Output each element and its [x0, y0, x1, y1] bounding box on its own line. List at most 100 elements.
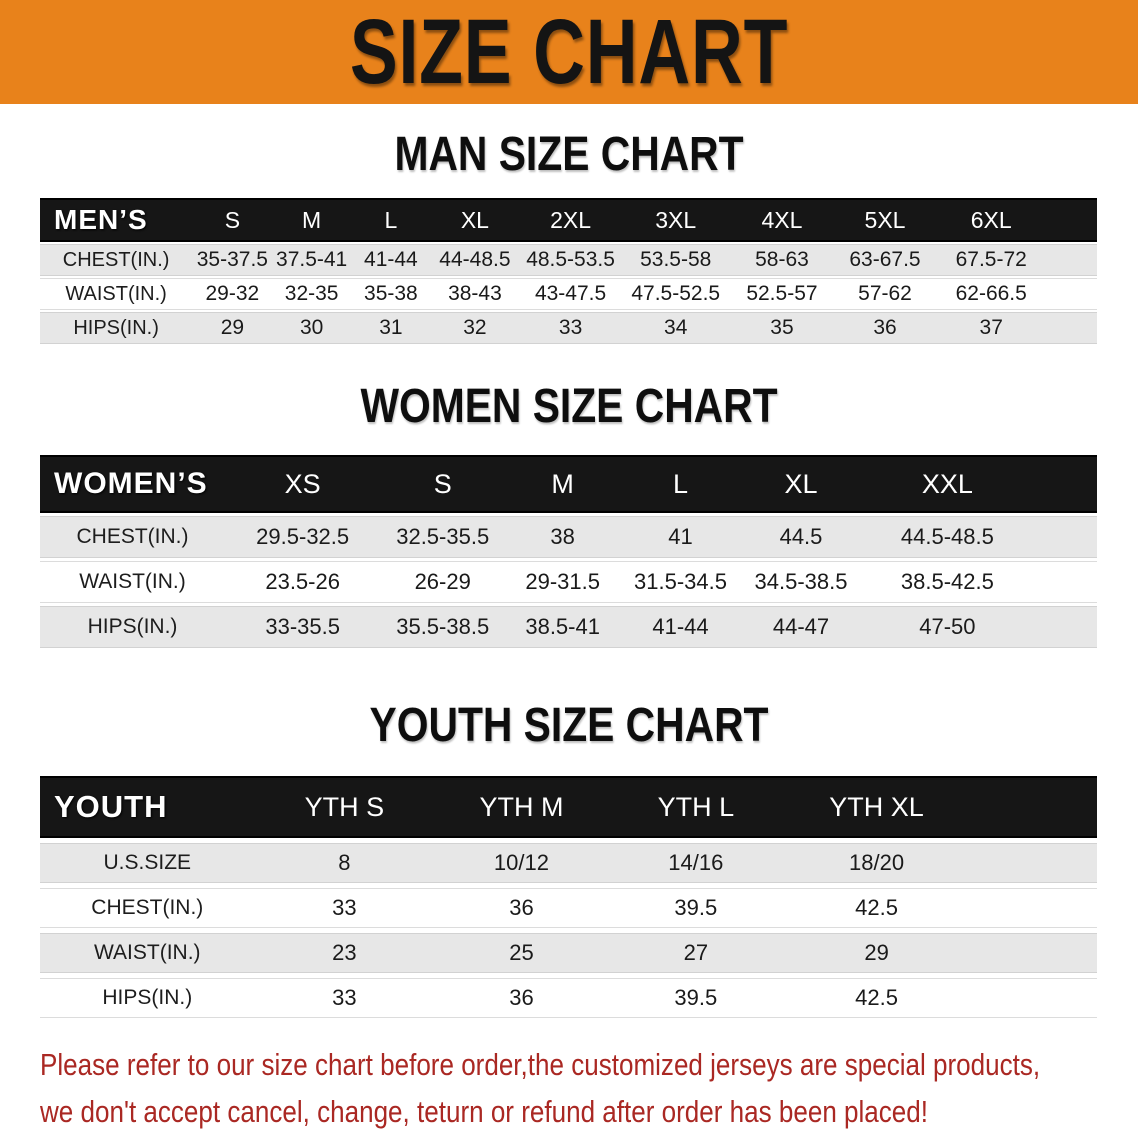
table-cell: 48.5-53.5: [518, 244, 623, 276]
table-cell: 43-47.5: [518, 278, 623, 310]
youth-header-row: YOUTH YTH S YTH M YTH L YTH XL: [40, 776, 1097, 838]
filler-cell: [1047, 244, 1097, 276]
table-cell: 32-35: [272, 278, 351, 310]
disclaimer-line-2: we don't accept cancel, change, teturn o…: [40, 1094, 929, 1129]
table-cell: 38.5-41: [505, 606, 621, 648]
table-cell: 41-44: [620, 606, 741, 648]
row-label: HIPS(IN.): [40, 606, 225, 648]
table-cell: 29-31.5: [505, 561, 621, 603]
table-cell: 30: [272, 312, 351, 344]
row-label: HIPS(IN.): [40, 978, 255, 1018]
table-cell: 29: [783, 933, 971, 973]
table-cell: 29: [192, 312, 273, 344]
row-label: HIPS(IN.): [40, 312, 193, 344]
table-cell: 26-29: [380, 561, 506, 603]
table-cell: 57-62: [834, 278, 936, 310]
row-label: U.S.SIZE: [40, 843, 255, 883]
table-row: U.S.SIZE 8 10/12 14/16 18/20: [40, 843, 1097, 883]
table-cell: 42.5: [783, 978, 971, 1018]
row-label: CHEST(IN.): [40, 516, 225, 558]
table-row: WAIST(IN.) 23.5-26 26-29 29-31.5 31.5-34…: [40, 561, 1097, 603]
women-table-corner-label: WOMEN’S: [40, 455, 225, 513]
row-label: CHEST(IN.): [40, 244, 193, 276]
column-header: M: [505, 455, 621, 513]
table-cell: 37.5-41: [272, 244, 351, 276]
table-cell: 44.5: [740, 516, 862, 558]
column-header: XL: [431, 198, 519, 242]
table-cell: 34.5-38.5: [740, 561, 862, 603]
table-cell: 36: [834, 312, 936, 344]
table-cell: 44-48.5: [431, 244, 519, 276]
men-table-corner-label: MEN’S: [40, 198, 193, 242]
table-cell: 23: [254, 933, 435, 973]
table-row: CHEST(IN.) 35-37.5 37.5-41 41-44 44-48.5…: [40, 244, 1097, 276]
column-header: YTH M: [434, 776, 609, 838]
table-row: WAIST(IN.) 23 25 27 29: [40, 933, 1097, 973]
men-section-title: MAN SIZE CHART: [394, 128, 744, 181]
table-cell: 10/12: [434, 843, 609, 883]
table-cell: 37: [935, 312, 1048, 344]
column-header: L: [350, 198, 432, 242]
table-cell: 47.5-52.5: [622, 278, 730, 310]
youth-size-table: YOUTH YTH S YTH M YTH L YTH XL U.S.SIZE …: [40, 771, 1097, 1023]
column-header: YTH S: [254, 776, 435, 838]
filler-cell: [970, 843, 1097, 883]
table-cell: 18/20: [783, 843, 971, 883]
size-chart-banner: SIZE CHART: [0, 0, 1138, 104]
table-cell: 33: [254, 888, 435, 928]
table-row: HIPS(IN.) 33 36 39.5 42.5: [40, 978, 1097, 1018]
table-cell: 38: [505, 516, 621, 558]
table-cell: 34: [622, 312, 730, 344]
column-header: M: [272, 198, 351, 242]
table-cell: 41-44: [350, 244, 432, 276]
column-header: XL: [740, 455, 862, 513]
column-header: XS: [224, 455, 381, 513]
women-size-chart-section: WOMEN SIZE CHART WOMEN’S XS S M L XL XXL…: [0, 380, 1138, 651]
youth-size-chart-section: YOUTH SIZE CHART YOUTH YTH S YTH M YTH L…: [0, 699, 1138, 1023]
row-label: WAIST(IN.): [40, 933, 255, 973]
table-cell: 8: [254, 843, 435, 883]
disclaimer-line-1: Please refer to our size chart before or…: [40, 1047, 1041, 1082]
table-cell: 42.5: [783, 888, 971, 928]
table-cell: 39.5: [608, 978, 784, 1018]
row-label: WAIST(IN.): [40, 278, 193, 310]
page-title: SIZE CHART: [349, 1, 789, 103]
table-cell: 36: [434, 978, 609, 1018]
filler-cell: [970, 978, 1097, 1018]
men-size-table: MEN’S S M L XL 2XL 3XL 4XL 5XL 6XL CHEST…: [40, 196, 1097, 346]
filler-cell: [970, 776, 1097, 838]
filler-cell: [1047, 312, 1097, 344]
table-row: CHEST(IN.) 33 36 39.5 42.5: [40, 888, 1097, 928]
table-cell: 44-47: [740, 606, 862, 648]
table-cell: 38-43: [431, 278, 519, 310]
column-header: 4XL: [729, 198, 835, 242]
filler-cell: [970, 933, 1097, 973]
table-cell: 32.5-35.5: [380, 516, 506, 558]
column-header: 5XL: [834, 198, 936, 242]
disclaimer-note: Please refer to our size chart before or…: [40, 1041, 1138, 1135]
column-header: 3XL: [622, 198, 730, 242]
filler-cell: [1047, 198, 1097, 242]
table-cell: 39.5: [608, 888, 784, 928]
column-header: YTH XL: [783, 776, 971, 838]
column-header: 6XL: [935, 198, 1048, 242]
table-cell: 31: [350, 312, 432, 344]
table-cell: 23.5-26: [224, 561, 381, 603]
table-cell: 35.5-38.5: [380, 606, 506, 648]
filler-cell: [1033, 516, 1097, 558]
men-header-row: MEN’S S M L XL 2XL 3XL 4XL 5XL 6XL: [40, 198, 1097, 242]
table-cell: 44.5-48.5: [861, 516, 1034, 558]
women-size-table: WOMEN’S XS S M L XL XXL CHEST(IN.) 29.5-…: [40, 452, 1097, 651]
filler-cell: [1047, 278, 1097, 310]
table-row: HIPS(IN.) 29 30 31 32 33 34 35 36 37: [40, 312, 1097, 344]
column-header: XXL: [861, 455, 1034, 513]
table-cell: 32: [431, 312, 519, 344]
table-cell: 38.5-42.5: [861, 561, 1034, 603]
column-header: S: [380, 455, 506, 513]
men-size-chart-section: MAN SIZE CHART MEN’S S M L XL 2XL 3XL 4X…: [0, 128, 1138, 346]
table-cell: 47-50: [861, 606, 1034, 648]
table-cell: 33: [518, 312, 623, 344]
women-section-title: WOMEN SIZE CHART: [360, 380, 778, 433]
filler-cell: [1033, 606, 1097, 648]
table-cell: 35-38: [350, 278, 432, 310]
